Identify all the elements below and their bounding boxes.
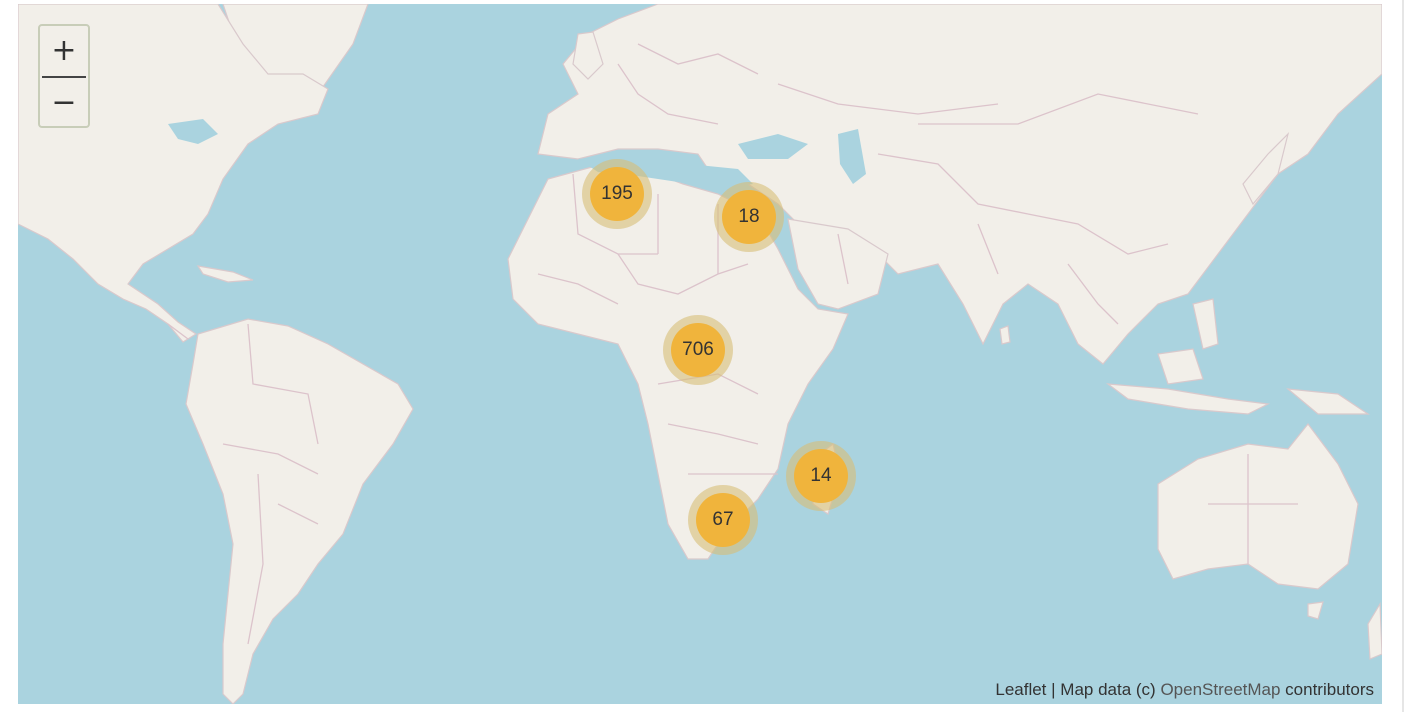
zoom-divider <box>42 76 86 78</box>
tasmania <box>1307 601 1324 620</box>
scrollbar-track <box>1402 0 1404 712</box>
world-map[interactable]: + − 195 18 706 14 67 Leaflet | Map data … <box>18 4 1382 704</box>
arabia <box>787 218 889 310</box>
attribution-suffix: contributors <box>1280 680 1374 699</box>
black-sea <box>738 134 808 159</box>
cluster-marker-southern-africa[interactable]: 67 <box>688 485 758 555</box>
uk <box>572 31 604 80</box>
philippines <box>1192 298 1219 350</box>
north-america <box>18 4 329 343</box>
cluster-count: 706 <box>671 323 725 377</box>
new-guinea <box>1286 388 1370 415</box>
cluster-count: 195 <box>590 167 644 221</box>
leaflet-link[interactable]: Leaflet <box>995 680 1047 699</box>
new-zealand <box>1367 601 1382 660</box>
great-lakes <box>168 119 218 144</box>
japan <box>1242 132 1290 206</box>
attribution-prefix: Map data (c) <box>1060 680 1161 699</box>
right-gutter <box>1382 0 1408 712</box>
cluster-count: 18 <box>722 190 776 244</box>
borneo <box>1157 348 1204 385</box>
zoom-control: + − <box>38 24 90 128</box>
zoom-in-button[interactable]: + <box>40 26 88 76</box>
map-attribution: Leaflet | Map data (c) OpenStreetMap con… <box>995 680 1374 700</box>
cluster-count: 67 <box>696 493 750 547</box>
caspian-sea <box>838 129 866 184</box>
cuba <box>196 265 254 283</box>
cluster-count: 14 <box>794 449 848 503</box>
cluster-marker-central-africa[interactable]: 706 <box>663 315 733 385</box>
country-borders <box>167 43 1298 645</box>
australia <box>1157 423 1359 590</box>
cluster-marker-north-africa[interactable]: 195 <box>582 159 652 229</box>
cluster-marker-egypt[interactable]: 18 <box>714 182 784 252</box>
south-america <box>185 318 414 704</box>
zoom-out-button[interactable]: − <box>40 78 88 128</box>
attribution-separator: | <box>1046 680 1061 699</box>
cluster-marker-madagascar[interactable]: 14 <box>786 441 856 511</box>
sri-lanka <box>999 325 1011 345</box>
openstreetmap-link[interactable]: OpenStreetMap <box>1160 680 1281 699</box>
indonesia <box>1105 383 1271 415</box>
map-tiles <box>18 4 1382 704</box>
